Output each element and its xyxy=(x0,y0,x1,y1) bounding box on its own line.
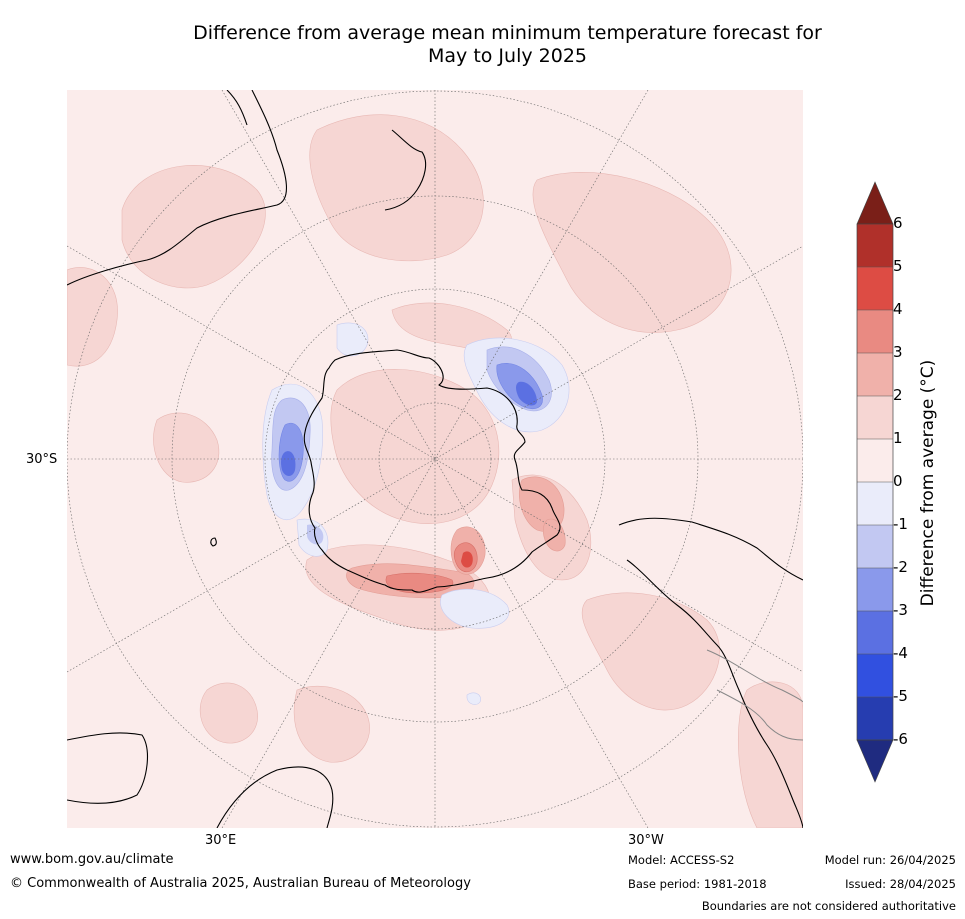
coastline-layer xyxy=(67,90,803,828)
anomaly-patch-pos-2 xyxy=(309,114,484,262)
anomaly-patch-pos-8 xyxy=(581,592,720,711)
australia-coastline xyxy=(67,90,288,286)
anomaly-patch-pos-12 xyxy=(293,685,370,763)
boundary-layer xyxy=(706,649,803,741)
base-period-text: Base period: 1981-2018 xyxy=(628,877,767,891)
anomaly-patch-pos-9 xyxy=(153,412,220,483)
anomaly-patch-pos-10 xyxy=(737,681,803,828)
colorbar-tick-label: -5 xyxy=(893,687,908,705)
anomaly-patch-neg-m1to2-3 xyxy=(307,524,324,545)
colorbar-separators xyxy=(857,266,893,698)
anomaly-fill-layer xyxy=(67,114,803,828)
colorbar-band-1-2 xyxy=(857,396,893,439)
colorbar-tick-label: -1 xyxy=(893,515,908,533)
graticule-layer xyxy=(67,90,803,828)
anomaly-patch-neg-m3to4-1 xyxy=(516,381,537,406)
madagascar-coastline xyxy=(210,537,217,547)
colorbar-band-m1-0 xyxy=(857,482,893,525)
anomaly-patch-pos-13 xyxy=(67,267,118,367)
colorbar-band-m5-m4 xyxy=(857,654,893,697)
colorbar-tick-label: -2 xyxy=(893,558,908,576)
anomaly-patch-neg-3 xyxy=(336,322,369,357)
colorbar-band-m2-m1 xyxy=(857,525,893,568)
anomaly-patch-neg-small xyxy=(466,692,481,705)
anomaly-patch-pos-5 xyxy=(330,369,500,524)
africa-coastline xyxy=(67,732,334,828)
disclaimer-text: Boundaries are not considered authoritat… xyxy=(701,899,956,913)
anomaly-patch-pos-4to5-1 xyxy=(461,551,473,568)
colorbar-tick-label: 6 xyxy=(893,214,903,232)
anomaly-patch-neg-m3to4-2 xyxy=(281,451,296,476)
colorbar-tick-label: 1 xyxy=(893,429,903,447)
longitude-label-30w: 30°W xyxy=(628,833,664,848)
colorbar-band-3-4 xyxy=(857,310,893,353)
colorbar-frame xyxy=(856,223,894,741)
colorbar-under-triangle xyxy=(856,739,894,783)
website-link[interactable]: www.bom.gov.au/climate xyxy=(10,852,174,867)
title-line-2: May to July 2025 xyxy=(428,45,587,67)
antarctica-coastline xyxy=(303,349,561,593)
colorbar-tick-label: 5 xyxy=(893,257,903,275)
forecast-map xyxy=(67,90,803,828)
colorbar-axis-label-text: Difference from average (°C) xyxy=(918,359,938,607)
anomaly-patch-pos-11 xyxy=(199,682,258,744)
anomaly-patch-pos-3 xyxy=(532,172,732,333)
country-boundary xyxy=(706,649,803,741)
anomaly-patch-pos-1 xyxy=(121,165,266,289)
title-line-1: Difference from average mean minimum tem… xyxy=(193,22,822,44)
model-run-text: Model run: 26/04/2025 xyxy=(824,853,956,867)
colorbar-tick-label: -3 xyxy=(893,601,908,619)
map-title: Difference from average mean minimum tem… xyxy=(0,22,965,68)
colorbar-band-0-1 xyxy=(857,439,893,482)
map-svg xyxy=(67,90,803,828)
colorbar-band-m4-m3 xyxy=(857,611,893,654)
colorbar-tick-label: -4 xyxy=(893,644,908,662)
colorbar-tick-label: 3 xyxy=(893,343,903,361)
issued-text: Issued: 28/04/2025 xyxy=(845,877,956,891)
colorbar-band-4-5 xyxy=(857,267,893,310)
new-zealand-coastline xyxy=(384,129,427,211)
colorbar xyxy=(856,181,894,783)
longitude-label-30e: 30°E xyxy=(205,833,237,848)
colorbar-over-triangle xyxy=(856,181,894,225)
south-america-coastline xyxy=(618,517,803,828)
colorbar-band-5-6 xyxy=(857,224,893,267)
anomaly-patch-neg-4 xyxy=(440,589,510,629)
model-text: Model: ACCESS-S2 xyxy=(628,853,735,867)
colorbar-tick-label: 4 xyxy=(893,300,903,318)
latitude-label: 30°S xyxy=(26,452,58,467)
colorbar-band-m6-m5 xyxy=(857,697,893,740)
colorbar-tick-label: -6 xyxy=(893,730,908,748)
colorbar-band-m3-m2 xyxy=(857,568,893,611)
colorbar-tick-label: 2 xyxy=(893,386,903,404)
colorbar-band-2-3 xyxy=(857,353,893,396)
copyright-text: © Commonwealth of Australia 2025, Austra… xyxy=(10,876,471,891)
colorbar-tick-label: 0 xyxy=(893,472,903,490)
